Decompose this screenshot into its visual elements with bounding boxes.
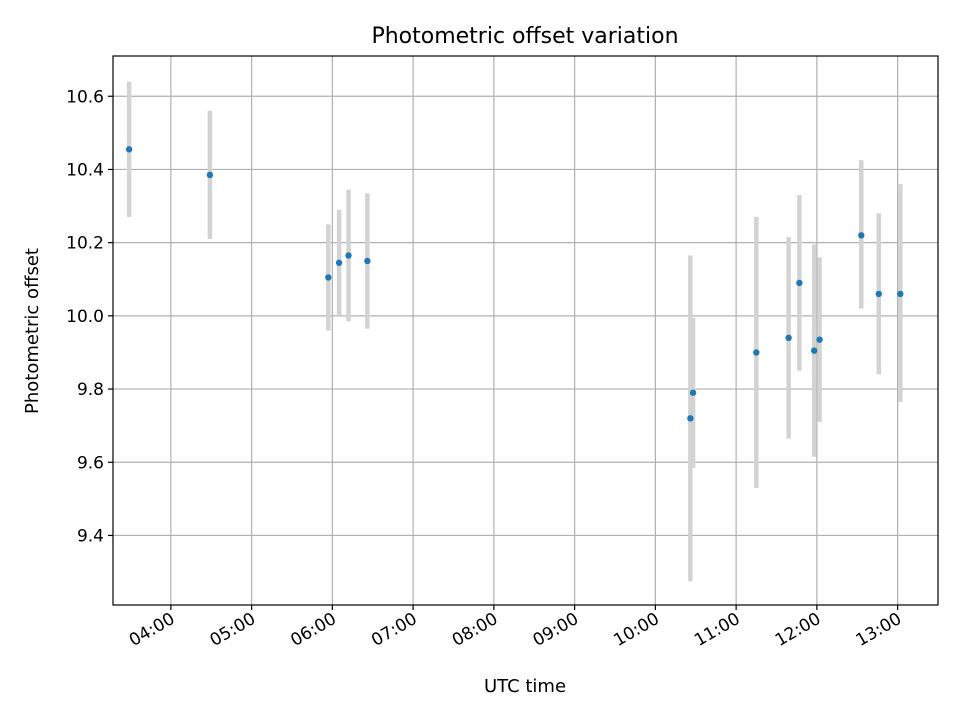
data-point	[897, 290, 904, 298]
x-tick-label: 12:00	[772, 609, 824, 651]
data-point	[206, 171, 214, 179]
x-tick-label: 09:00	[530, 609, 582, 651]
x-tick-label: 11:00	[691, 609, 743, 651]
data-point	[858, 232, 865, 239]
data-point	[796, 279, 803, 287]
y-tick-label: 9.4	[77, 526, 104, 546]
data-point	[810, 347, 818, 354]
y-tick-label: 9.6	[77, 453, 104, 473]
y-tick-label: 10.0	[66, 307, 104, 327]
y-tick-label: 10.2	[66, 234, 104, 254]
chart-title: Photometric offset variation	[371, 24, 678, 49]
data-point	[687, 415, 694, 422]
data-point	[125, 146, 133, 153]
x-tick-label: 13:00	[853, 609, 905, 651]
x-tick-label: 08:00	[449, 609, 501, 651]
y-tick-label: 9.8	[77, 380, 104, 400]
data-point	[364, 257, 371, 265]
x-tick-label: 10:00	[610, 609, 662, 651]
data-point	[753, 349, 760, 356]
x-tick-label: 07:00	[368, 609, 420, 651]
data-point	[335, 259, 343, 266]
data-point	[689, 389, 697, 396]
data-points	[125, 146, 904, 422]
x-tick-label: 05:00	[207, 609, 259, 651]
x-axis-label: UTC time	[484, 676, 566, 697]
data-point	[816, 336, 823, 343]
data-point	[345, 252, 352, 259]
data-point	[785, 334, 792, 342]
plot-frame	[112, 55, 939, 606]
y-tick-label: 10.4	[66, 160, 104, 180]
x-tick-label: 04:00	[126, 609, 178, 651]
data-point	[875, 290, 882, 298]
error-bars	[126, 81, 903, 582]
y-tick-label: 10.6	[66, 87, 104, 107]
y-axis-label: Photometric offset	[22, 248, 43, 414]
data-point	[325, 274, 332, 281]
x-tick-label: 06:00	[287, 609, 339, 651]
ticks: 04:00 05:00 06:00 07:00 08:00 09:00 10:00 11:00…	[66, 87, 905, 651]
